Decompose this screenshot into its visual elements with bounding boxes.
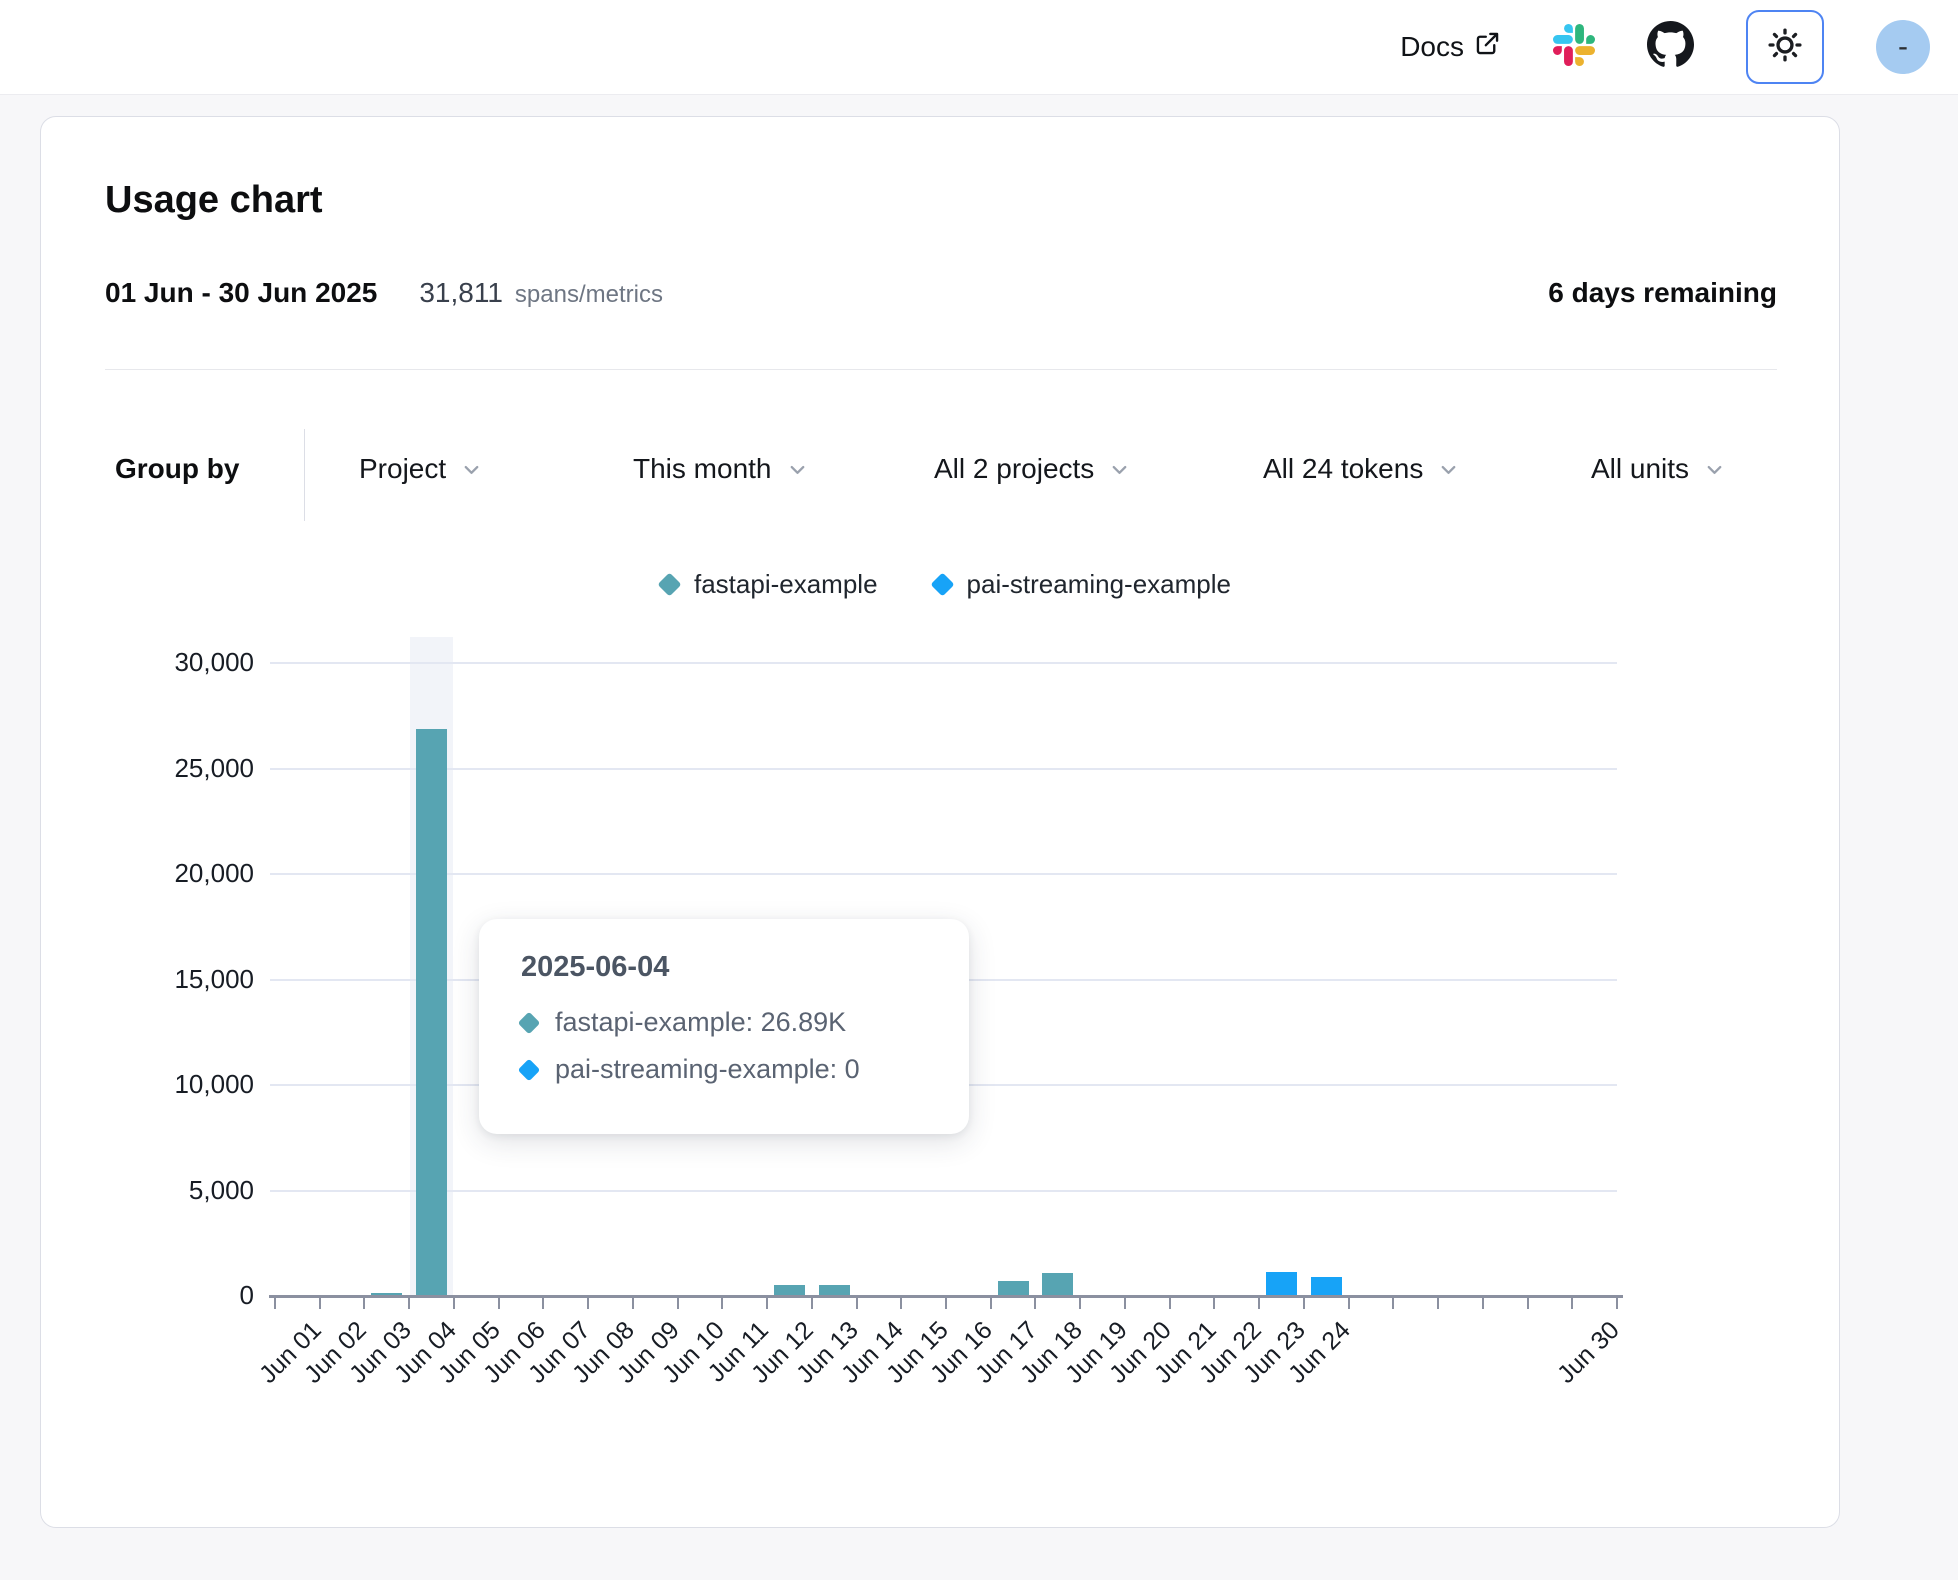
tooltip-row: pai-streaming-example: 0 [521, 1054, 860, 1085]
x-axis-tick [766, 1298, 768, 1309]
x-axis-tick [587, 1298, 589, 1309]
usage-bar[interactable] [416, 729, 447, 1296]
x-axis-tick [363, 1298, 365, 1309]
topbar-actions: Docs [1400, 10, 1958, 84]
x-axis-tick [1392, 1298, 1394, 1309]
theme-toggle-button[interactable] [1746, 10, 1824, 84]
tooltip-diamond-icon [518, 1011, 541, 1034]
x-axis-tick [408, 1298, 410, 1309]
x-axis-tick [1348, 1298, 1350, 1309]
tooltip-rows: fastapi-example: 26.89K pai-streaming-exa… [521, 1007, 860, 1085]
docs-link-label: Docs [1400, 31, 1464, 63]
x-axis-tick [1213, 1298, 1215, 1309]
x-axis-tick [632, 1298, 634, 1309]
tooltip-row-text: pai-streaming-example: 0 [555, 1054, 860, 1085]
x-axis-tick [1616, 1298, 1618, 1309]
x-axis-tick [677, 1298, 679, 1309]
gridline [270, 768, 1617, 770]
topbar: Docs [0, 0, 1958, 95]
x-axis-tick [1303, 1298, 1305, 1309]
x-axis-tick [900, 1298, 902, 1309]
y-tick-label: 25,000 [49, 753, 254, 784]
x-axis-tick [1527, 1298, 1529, 1309]
x-axis-tick [1571, 1298, 1573, 1309]
x-axis-tick [1034, 1298, 1036, 1309]
x-tick-label: Jun 30 [1552, 1316, 1626, 1390]
y-tick-label: 30,000 [49, 647, 254, 678]
x-axis-tick [1482, 1298, 1484, 1309]
usage-bar[interactable] [1311, 1277, 1342, 1296]
y-tick-label: 15,000 [49, 964, 254, 995]
x-axis-tick [811, 1298, 813, 1309]
x-axis-tick [542, 1298, 544, 1309]
docs-link[interactable]: Docs [1400, 30, 1501, 64]
x-axis-tick [453, 1298, 455, 1309]
sun-icon [1766, 26, 1804, 69]
y-tick-label: 0 [49, 1280, 254, 1311]
gridline [270, 873, 1617, 875]
gridline [270, 1190, 1617, 1192]
x-axis-tick [1437, 1298, 1439, 1309]
github-button[interactable] [1647, 21, 1694, 73]
gridline [270, 662, 1617, 664]
y-tick-label: 10,000 [49, 1069, 254, 1100]
x-axis-tick [1258, 1298, 1260, 1309]
tooltip-row: fastapi-example: 26.89K [521, 1007, 860, 1038]
slack-icon [1553, 24, 1595, 71]
x-axis-tick [1169, 1298, 1171, 1309]
avatar-label: - [1898, 30, 1908, 64]
tooltip-diamond-icon [518, 1058, 541, 1081]
chart-tooltip: 2025-06-04 fastapi-example: 26.89K pai-st… [479, 919, 969, 1134]
x-axis-tick [319, 1298, 321, 1309]
x-axis-tick [856, 1298, 858, 1309]
y-tick-label: 5,000 [49, 1175, 254, 1206]
x-axis-tick [1079, 1298, 1081, 1309]
x-axis-tick [1124, 1298, 1126, 1309]
tooltip-date: 2025-06-04 [521, 951, 669, 984]
usage-chart-plot: 0 5,000 10,000 15,000 20,000 25,000 30,000 Jun … [41, 117, 1841, 1529]
usage-card: Usage chart 01 Jun - 30 Jun 2025 31,811 … [40, 116, 1840, 1528]
x-axis-tick [945, 1298, 947, 1309]
external-link-icon [1474, 30, 1501, 64]
x-axis-tick [721, 1298, 723, 1309]
usage-bar[interactable] [1266, 1272, 1297, 1296]
avatar[interactable]: - [1876, 20, 1930, 74]
slack-button[interactable] [1553, 24, 1595, 71]
usage-bar[interactable] [1042, 1273, 1073, 1296]
github-icon [1647, 21, 1694, 73]
x-axis-tick [498, 1298, 500, 1309]
tooltip-row-text: fastapi-example: 26.89K [555, 1007, 846, 1038]
x-axis-tick [274, 1298, 276, 1309]
y-tick-label: 20,000 [49, 858, 254, 889]
x-axis-tick [990, 1298, 992, 1309]
usage-bar[interactable] [998, 1281, 1029, 1296]
